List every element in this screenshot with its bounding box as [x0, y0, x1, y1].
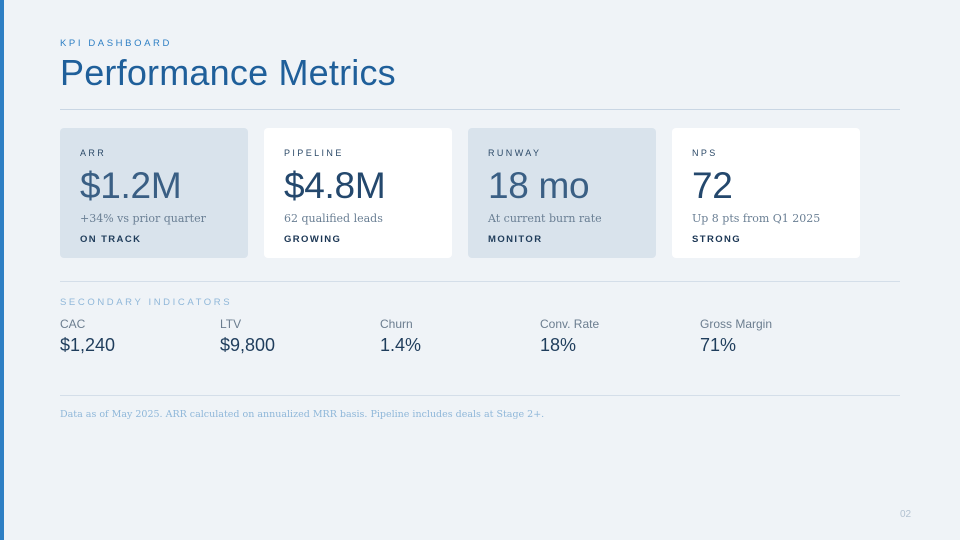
kpi-card-status: MONITOR — [488, 234, 543, 245]
kpi-card-nps[interactable]: NPS 72 Up 8 pts from Q1 2025 STRONG — [672, 128, 860, 258]
page-title: Performance Metrics — [60, 52, 396, 93]
metric-label: LTV — [220, 317, 242, 331]
metric-churn: Churn 1.4% — [380, 317, 540, 356]
kpi-card-label: NPS — [692, 148, 718, 158]
kpi-card-label: RUNWAY — [488, 148, 542, 158]
metric-conversion-rate: Conv. Rate 18% — [540, 317, 700, 356]
kpi-card-note: At current burn rate — [488, 212, 602, 225]
kpi-card-value: 72 — [692, 165, 733, 206]
kpi-card-note: 62 qualified leads — [284, 212, 383, 225]
metric-value: $1,240 — [60, 335, 116, 355]
accent-bar — [0, 0, 4, 540]
metric-value: 1.4% — [380, 335, 422, 355]
metric-label: Churn — [380, 317, 413, 331]
metric-gross-margin: Gross Margin 71% — [700, 317, 860, 356]
footer-divider — [60, 395, 900, 396]
kpi-card-label: PIPELINE — [284, 148, 344, 158]
metric-value: 71% — [700, 335, 737, 355]
secondary-indicators-heading: SECONDARY INDICATORS — [60, 297, 233, 308]
metric-label: Gross Margin — [700, 317, 773, 331]
kpi-card-value: $1.2M — [80, 165, 182, 206]
kpi-cards: ARR $1.2M +34% vs prior quarter ON TRACK… — [60, 128, 860, 258]
metric-label: Conv. Rate — [540, 317, 600, 331]
eyebrow-label: KPI DASHBOARD — [60, 38, 172, 49]
kpi-card-runway[interactable]: RUNWAY 18 mo At current burn rate MONITO… — [468, 128, 656, 258]
kpi-card-pipeline[interactable]: PIPELINE $4.8M 62 qualified leads GROWIN… — [264, 128, 452, 258]
kpi-card-value: $4.8M — [284, 165, 386, 206]
header-divider — [60, 109, 900, 110]
kpi-card-status: ON TRACK — [80, 234, 142, 245]
footnote: Data as of May 2025. ARR calculated on a… — [60, 409, 545, 420]
section-divider — [60, 281, 900, 282]
metric-ltv: LTV $9,800 — [220, 317, 380, 356]
metric-value: $9,800 — [220, 335, 276, 355]
kpi-card-note: +34% vs prior quarter — [80, 212, 206, 225]
secondary-indicators: CAC $1,240 LTV $9,800 Churn 1.4% Conv. R… — [60, 317, 860, 356]
kpi-card-note: Up 8 pts from Q1 2025 — [692, 212, 821, 225]
kpi-card-label: ARR — [80, 148, 107, 158]
metric-label: CAC — [60, 317, 86, 331]
kpi-card-value: 18 mo — [488, 165, 590, 206]
kpi-card-arr[interactable]: ARR $1.2M +34% vs prior quarter ON TRACK — [60, 128, 248, 258]
kpi-card-status: GROWING — [284, 234, 342, 245]
kpi-card-status: STRONG — [692, 234, 742, 245]
metric-value: 18% — [540, 335, 577, 355]
page-number: 02 — [900, 509, 912, 520]
metric-cac: CAC $1,240 — [60, 317, 220, 356]
